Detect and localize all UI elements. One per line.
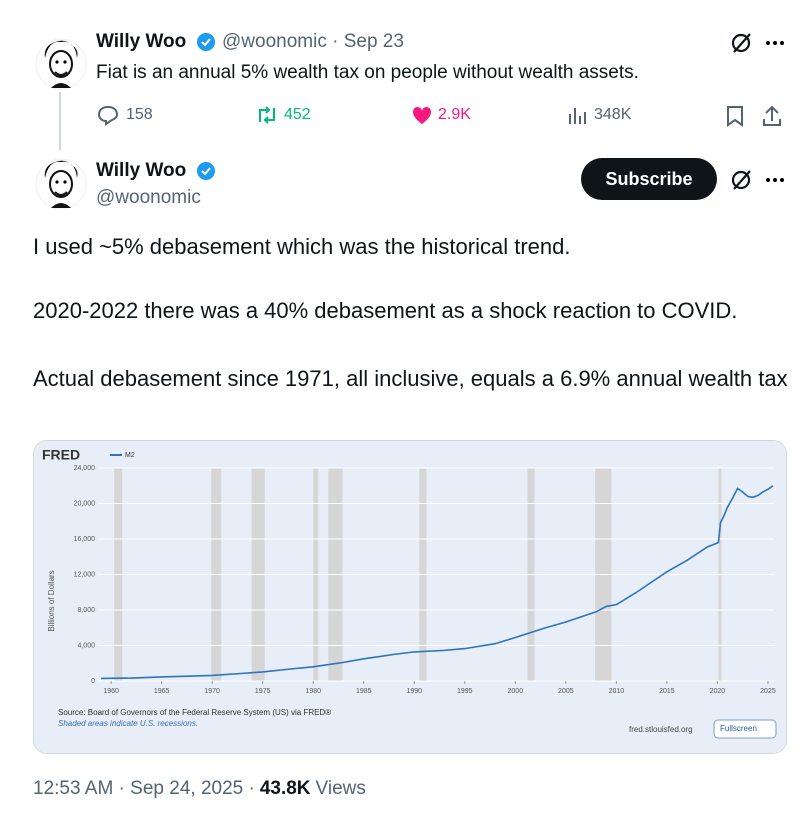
y-axis-label: Billions of Dollars xyxy=(47,570,56,631)
more-icons[interactable] xyxy=(730,167,790,193)
chart-note: Shaded areas indicate U.S. recessions. xyxy=(58,719,198,728)
fullscreen-label[interactable]: Fullscreen xyxy=(720,724,757,733)
x-tick-label: 2015 xyxy=(659,688,675,695)
reply-icon[interactable] xyxy=(96,104,120,126)
x-tick-label: 1985 xyxy=(356,688,372,695)
x-tick-label: 1960 xyxy=(103,688,119,695)
verified-badge xyxy=(197,162,215,180)
data-line xyxy=(101,485,774,680)
chart-card[interactable]: FRED Billions of Dollars Source: Board o… xyxy=(33,440,787,754)
repost-count[interactable]: 452 xyxy=(284,106,311,123)
like-icon[interactable] xyxy=(410,104,434,126)
x-tick-label: 2000 xyxy=(508,688,524,695)
x-tick-label: 1995 xyxy=(457,688,473,695)
chart-brand: FRED xyxy=(42,447,80,463)
x-tick-label: 1965 xyxy=(154,688,170,695)
y-tick-label: 12,000 xyxy=(74,571,96,578)
avatar[interactable] xyxy=(35,38,87,90)
x-tick-label: 2020 xyxy=(710,688,726,695)
reply-count[interactable]: 158 xyxy=(126,106,153,123)
x-tick-label: 1970 xyxy=(204,688,220,695)
x-tick-label: 2025 xyxy=(760,688,776,695)
chart-source: Source: Board of Governors of the Federa… xyxy=(58,708,331,717)
reply-paragraph: Actual debasement since 1971, all inclus… xyxy=(33,366,788,391)
chart-site: fred.stlouisfed.org xyxy=(629,725,693,734)
subscribe-button[interactable]: Subscribe xyxy=(581,158,717,200)
thread-line xyxy=(59,92,61,150)
repost-icon[interactable] xyxy=(254,104,280,126)
y-tick-label: 8,000 xyxy=(77,607,95,614)
tweet-text: Fiat is an annual 5% wealth tax on peopl… xyxy=(96,62,639,83)
legend-label: M2 xyxy=(125,452,135,459)
verified-badge xyxy=(197,33,215,51)
reply-paragraph: 2020-2022 there was a 40% debasement as … xyxy=(33,298,738,323)
x-tick-label: 2005 xyxy=(558,688,574,695)
avatar[interactable] xyxy=(35,158,87,210)
view-count: 43.8K xyxy=(259,778,311,799)
y-tick-label: 24,000 xyxy=(74,465,96,472)
tweet-footer: 12:53 AM · Sep 24, 2025 · 43.8K Views xyxy=(33,778,366,800)
x-tick-label: 2010 xyxy=(609,688,625,695)
author-handle[interactable]: @woonomic xyxy=(96,187,201,208)
like-count[interactable]: 2.9K xyxy=(438,106,471,123)
timestamp[interactable]: 12:53 AM · Sep 24, 2025 · xyxy=(33,778,255,799)
more-icons[interactable] xyxy=(730,30,790,56)
tweet-meta[interactable]: @woonomic · Sep 23 xyxy=(222,31,404,52)
y-tick-label: 0 xyxy=(91,678,95,685)
view-count[interactable]: 348K xyxy=(594,106,632,123)
y-tick-label: 4,000 xyxy=(77,642,95,649)
views-label: Views xyxy=(315,778,366,799)
views-icon[interactable] xyxy=(566,104,590,126)
y-tick-label: 16,000 xyxy=(74,536,96,543)
x-tick-label: 1990 xyxy=(406,688,422,695)
y-tick-label: 20,000 xyxy=(74,500,96,507)
bookmark-share-icons[interactable] xyxy=(724,104,784,128)
author-name[interactable]: Willy Woo xyxy=(96,160,187,181)
fullscreen-button[interactable] xyxy=(713,719,777,739)
x-tick-label: 1980 xyxy=(305,688,321,695)
author-name[interactable]: Willy Woo xyxy=(96,31,187,52)
x-tick-label: 1975 xyxy=(255,688,271,695)
reply-paragraph: I used ~5% debasement which was the hist… xyxy=(33,234,571,259)
